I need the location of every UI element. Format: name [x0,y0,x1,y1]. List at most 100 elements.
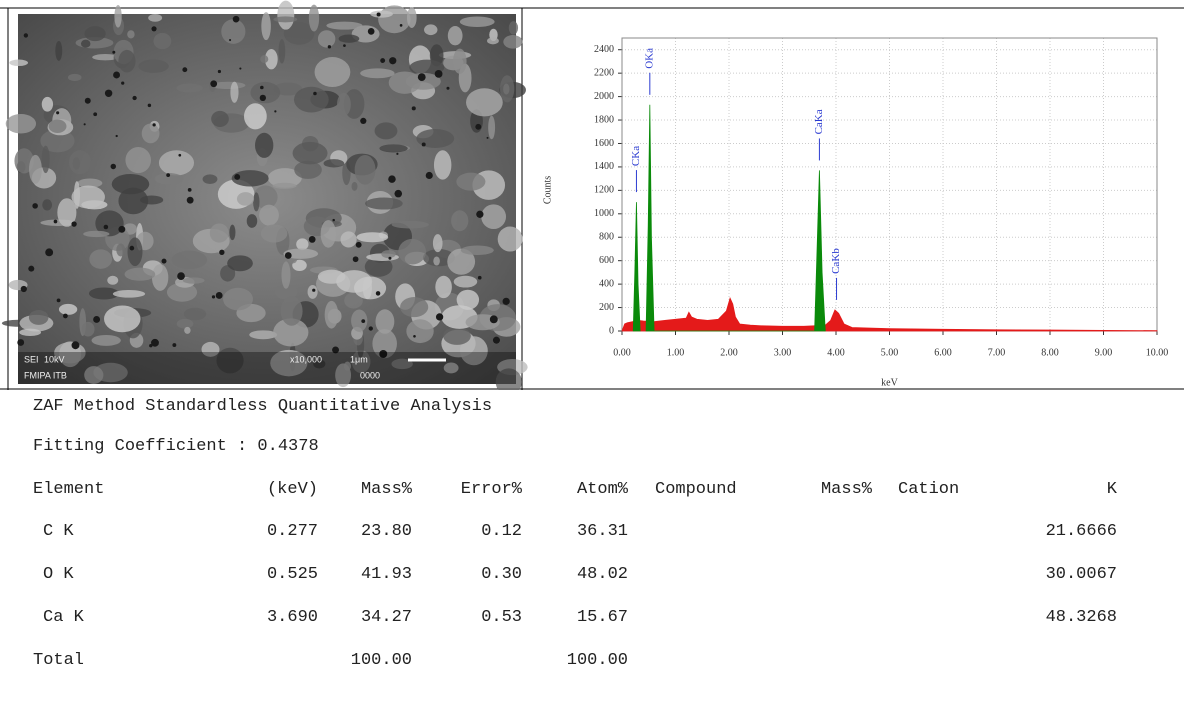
sem-particle [279,39,286,63]
sem-particle [203,174,218,184]
sem-pore [412,106,416,110]
sem-particle [260,55,268,63]
sem-pore [113,72,120,79]
x-tick-label: 5.00 [881,347,899,358]
sem-pore [32,203,38,209]
sem-particle [392,221,429,229]
sem-particle [42,146,50,174]
sem-pore [478,276,482,280]
sem-pore [182,67,187,72]
table-cell: Total [33,651,84,670]
table-cell: 100.00 [351,651,412,670]
table-cell: 34.27 [361,608,412,627]
sem-pore [394,190,402,198]
sem-particle [176,84,202,93]
x-tick-label: 6.00 [934,347,952,358]
sem-pore [356,242,362,248]
sem-particle [443,327,471,345]
sem-databar [18,352,516,384]
sem-pore [21,286,27,292]
sem-particle [488,116,495,140]
sem-pore [218,70,221,73]
table-cell: 15.67 [577,608,628,627]
sem-particle [153,33,171,49]
sem-particle [177,319,194,329]
table-cell: O K [43,565,74,584]
column-header: Mass% [821,480,872,499]
sem-label: SEI [24,354,39,364]
sem-particle [89,249,112,268]
sem-particle [375,122,398,139]
sem-particle [253,192,259,211]
sem-particle [247,214,258,228]
sem-pore [260,95,266,101]
sem-particle [433,256,440,265]
sem-pore [475,124,481,130]
y-axis-title: Counts [542,176,553,204]
peak-label: OKa [643,48,655,69]
sem-particle [223,288,253,311]
sem-particle [503,35,522,49]
sem-particle [49,119,67,133]
sem-particle [128,237,143,266]
sem-particle [221,19,245,44]
sem-pore [389,57,396,64]
column-header: K [1107,480,1117,499]
sem-particle [9,60,28,67]
sem-particle [42,199,52,210]
sem-pore [260,86,264,90]
sem-particle [237,192,254,206]
y-tick-label: 2200 [594,67,614,78]
sem-particle [356,232,388,242]
sem-label: 0000 [360,370,380,380]
sem-particle [142,123,160,143]
sem-particle [259,205,279,226]
sem-particle [456,173,485,191]
sem-particle [360,68,394,78]
sem-pore [118,226,125,233]
sem-particle [69,150,91,174]
sem-particle [42,97,53,112]
sem-pore [93,112,97,116]
sem-particle [509,21,518,34]
x-tick-label: 10.00 [1146,347,1169,358]
sem-particle [339,35,360,43]
table-cell: 30.0067 [1046,565,1117,584]
table-cell: 41.93 [361,565,412,584]
sem-pore [112,51,115,54]
table-cell: 0.30 [481,565,522,584]
sem-particle [125,268,156,281]
table-cell: 0.277 [267,522,318,541]
sem-image [2,1,528,390]
sem-particle [72,186,105,209]
sem-label: 10kV [44,354,65,364]
sem-pore [388,175,395,182]
sem-particle [318,270,346,284]
y-tick-label: 2400 [594,44,614,55]
sem-pore [84,123,86,125]
sem-particle [211,111,229,127]
sem-particle [281,261,290,288]
table-cell: 21.6666 [1046,522,1117,541]
sem-pore [368,28,375,35]
x-tick-label: 7.00 [988,347,1006,358]
sem-pore [172,343,176,347]
sem-particle [451,210,468,231]
sem-pore [153,123,156,126]
sem-pore [426,172,433,179]
column-header: Error% [461,480,522,499]
sem-pore [151,26,156,31]
table-cell: 48.02 [577,565,628,584]
sem-pore [212,295,215,298]
peak-label: CaKb [830,248,842,274]
sem-particle [379,144,407,152]
sem-particle [481,204,506,229]
sem-pore [210,80,217,87]
table-cell: C K [43,522,74,541]
sem-particle [172,251,208,269]
sem-particle [461,246,494,255]
sem-pore [105,90,112,97]
sem-particle [324,159,345,167]
sem-pore [130,246,135,251]
sem-particle [104,305,140,332]
